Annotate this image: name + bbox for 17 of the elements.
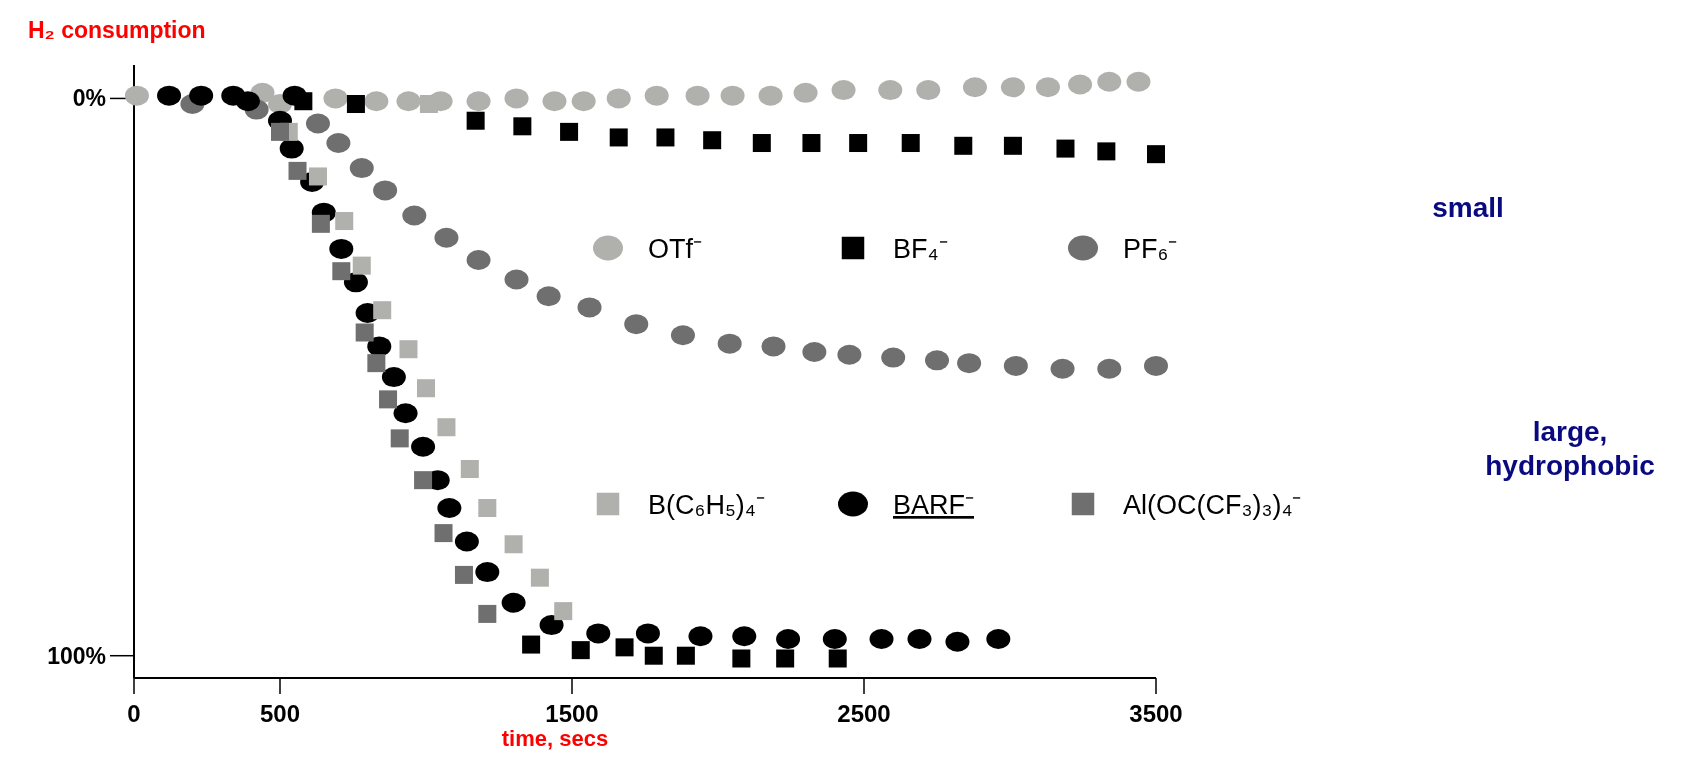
text: large, hydrophobic — [1485, 416, 1655, 481]
x-axis-title: time, secs — [501, 726, 609, 751]
legend-label: BARF⁻ — [893, 490, 975, 520]
x-tick-label: 1500 — [545, 700, 599, 727]
y-tick-label: 0% — [72, 85, 106, 112]
legend-label: BF₄⁻ — [893, 234, 948, 264]
x-tick-label: 500 — [259, 700, 301, 727]
x-tick-label: 2500 — [837, 700, 891, 727]
legend-label: PF₆⁻ — [1123, 234, 1178, 264]
chart-title: H₂ consumption — [28, 17, 206, 43]
x-tick-label: 0 — [127, 700, 141, 727]
legend-label: Al(OC(CF₃)₃)₄⁻ — [1123, 490, 1302, 520]
x-tick-label: 3500 — [1129, 700, 1183, 727]
y-tick-label: 100% — [47, 642, 106, 669]
text: small — [1432, 192, 1504, 223]
legend-label: OTf⁻ — [648, 234, 702, 264]
legend-label: B(C₆H₅)₄⁻ — [648, 490, 765, 520]
